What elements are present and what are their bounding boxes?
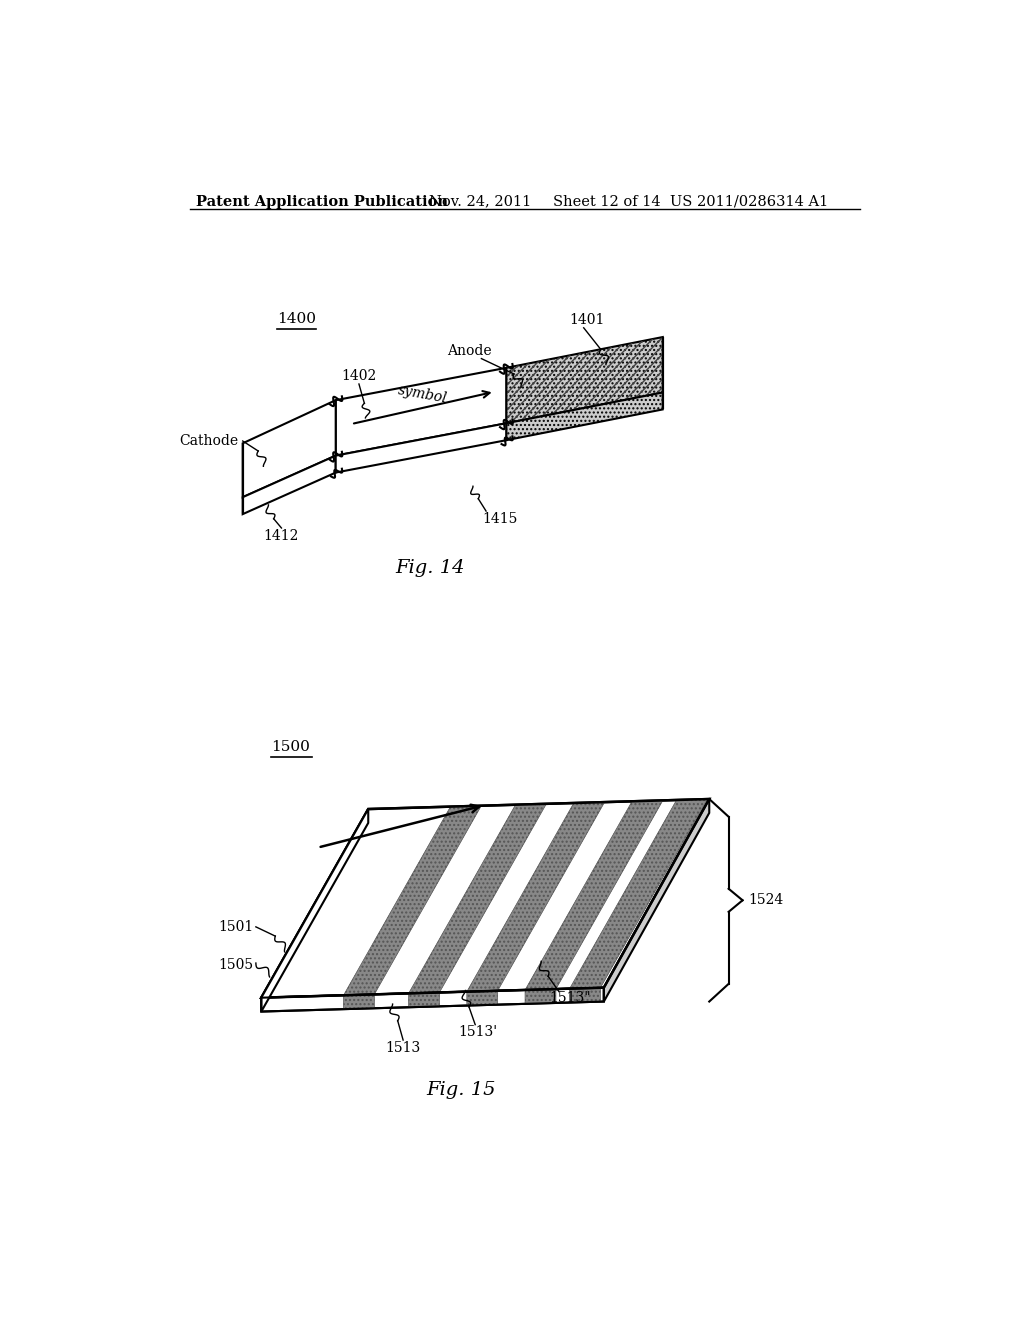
Text: Fig. 14: Fig. 14 xyxy=(395,560,465,577)
Polygon shape xyxy=(243,400,336,498)
Polygon shape xyxy=(525,800,663,990)
Polygon shape xyxy=(467,803,604,991)
Text: Nov. 24, 2011: Nov. 24, 2011 xyxy=(429,194,531,209)
Polygon shape xyxy=(261,809,369,1011)
Polygon shape xyxy=(506,337,663,424)
Polygon shape xyxy=(467,991,498,1006)
Polygon shape xyxy=(569,987,600,1003)
Polygon shape xyxy=(261,799,710,998)
Text: 1500: 1500 xyxy=(271,739,310,754)
Text: 1401: 1401 xyxy=(569,313,605,327)
Polygon shape xyxy=(336,368,506,455)
Text: Patent Application Publication: Patent Application Publication xyxy=(197,194,449,209)
Polygon shape xyxy=(525,989,556,1003)
Polygon shape xyxy=(604,799,710,1002)
Polygon shape xyxy=(343,994,375,1010)
Text: 1501: 1501 xyxy=(218,920,254,933)
Polygon shape xyxy=(336,424,506,473)
Text: 1415: 1415 xyxy=(482,512,518,525)
Text: US 2011/0286314 A1: US 2011/0286314 A1 xyxy=(671,194,828,209)
Text: 1412: 1412 xyxy=(264,529,299,543)
Text: Sheet 12 of 14: Sheet 12 of 14 xyxy=(553,194,660,209)
Polygon shape xyxy=(343,805,481,995)
Text: Anode: Anode xyxy=(446,345,492,358)
Text: 1505: 1505 xyxy=(218,958,254,973)
Text: 1402: 1402 xyxy=(341,370,377,383)
Text: 1513: 1513 xyxy=(385,1040,421,1055)
Text: 1513": 1513" xyxy=(549,991,591,1005)
Polygon shape xyxy=(569,799,708,989)
Text: 1513': 1513' xyxy=(459,1026,498,1039)
Polygon shape xyxy=(261,987,604,1011)
Text: 1400: 1400 xyxy=(276,313,315,326)
Text: Cathode: Cathode xyxy=(179,434,238,447)
Text: symbol: symbol xyxy=(397,383,449,405)
Text: Fig. 15: Fig. 15 xyxy=(427,1081,496,1100)
Polygon shape xyxy=(409,804,547,994)
Polygon shape xyxy=(409,993,439,1007)
Polygon shape xyxy=(506,392,663,441)
Text: 1524: 1524 xyxy=(748,894,783,907)
Polygon shape xyxy=(243,455,336,515)
